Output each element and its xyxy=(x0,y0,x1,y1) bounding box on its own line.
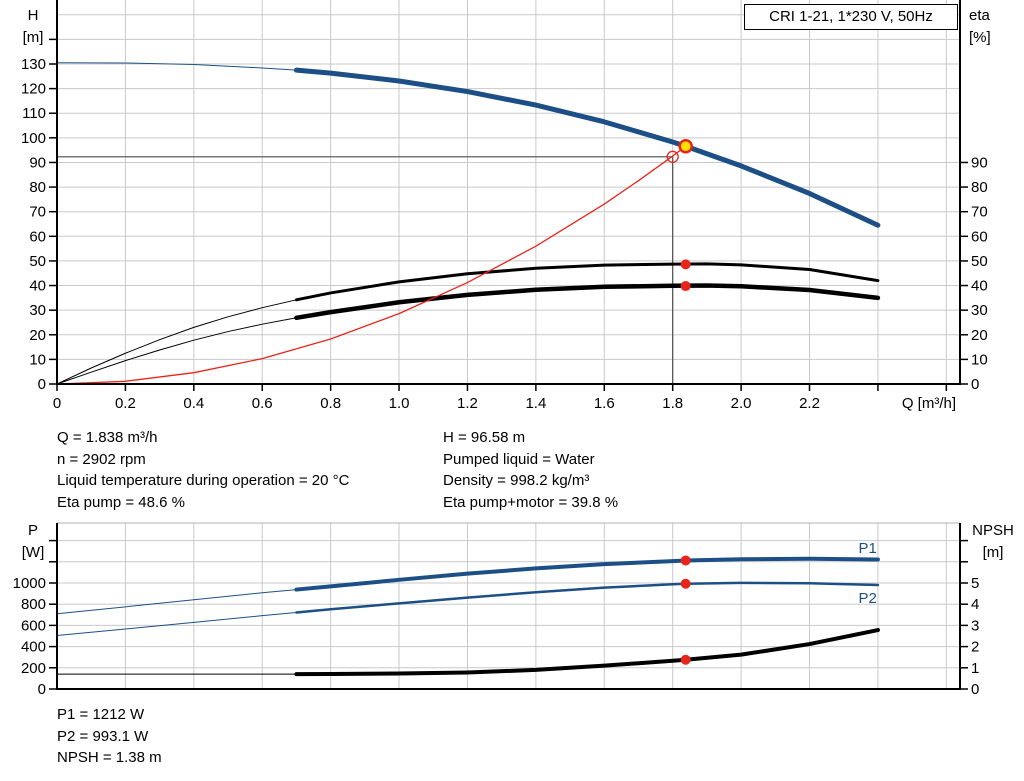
right-tick-label: 4 xyxy=(971,596,979,613)
left-tick-label: 130 xyxy=(21,56,46,73)
npsh-axis-title-line2: [m] xyxy=(982,544,1004,561)
p1-curve xyxy=(294,556,880,592)
left-tick-label: 60 xyxy=(29,228,46,245)
right-tick-label: 80 xyxy=(971,179,988,196)
info-density: Density = 998.2 kg/m³ xyxy=(443,472,590,489)
eta-pump-motor-dot xyxy=(680,281,691,292)
info-pumped-liquid: Pumped liquid = Water xyxy=(443,450,595,468)
right-tick-label: 3 xyxy=(971,617,979,634)
info-n: n = 2902 rpm xyxy=(57,450,146,468)
left-tick-label: 10 xyxy=(29,351,46,368)
x-tick-label: 2.0 xyxy=(731,395,752,412)
right-tick-label: 2 xyxy=(971,639,979,656)
x-tick-label: 0.8 xyxy=(320,395,341,412)
left-tick-label: 50 xyxy=(29,253,46,270)
npsh-axis-title: NPSH [m] xyxy=(965,520,1021,564)
info-liquid-temp: Liquid temperature during operation = 20… xyxy=(57,472,350,489)
p-axis-title-line2: [W] xyxy=(21,544,45,561)
info-p2: P2 = 993.1 W xyxy=(57,727,149,745)
right-tick-label: 50 xyxy=(971,253,988,270)
x-tick-label: 0.4 xyxy=(183,395,204,412)
info-eta-pump-motor: Eta pump+motor = 39.8 % xyxy=(443,493,619,511)
h-axis-title: H [m] xyxy=(10,5,56,49)
left-tick-label: 100 xyxy=(21,130,46,147)
h-axis-title-line2: [m] xyxy=(22,29,44,46)
x-tick-label: 0.6 xyxy=(252,395,273,412)
info-eta-pump: Eta pump = 48.6 % xyxy=(57,493,185,511)
eta-axis-title-line2: [%] xyxy=(969,29,991,46)
right-tick-label: 90 xyxy=(971,154,988,171)
right-tick-label: 60 xyxy=(971,228,988,245)
left-tick-label: 400 xyxy=(21,639,46,656)
npsh-axis-title-line1: NPSH xyxy=(972,522,1014,539)
p2-curve-dot xyxy=(680,578,691,589)
left-tick-label: 30 xyxy=(29,302,46,319)
right-tick-label: 40 xyxy=(971,278,988,295)
p-axis-title: P [W] xyxy=(10,520,56,564)
p1-curve-thin xyxy=(56,589,297,615)
operating-data-left: Q = 1.838 m³/h n = 2902 rpm Liquid tempe… xyxy=(57,427,349,513)
eta-pump-dot xyxy=(680,259,691,270)
h-axis-title-line1: H xyxy=(27,7,39,24)
left-tick-label: 70 xyxy=(29,204,46,221)
system-curve-thin xyxy=(56,145,687,385)
x-axis-unit-label: Q [m³/h] xyxy=(902,395,956,412)
left-tick-label: 120 xyxy=(21,81,46,98)
left-tick-label: 80 xyxy=(29,179,46,196)
x-tick-label: 1.4 xyxy=(525,395,546,412)
p2-curve xyxy=(295,581,880,614)
left-tick-label: 200 xyxy=(21,660,46,677)
eta-axis-title: eta [%] xyxy=(969,5,1021,49)
left-tick-label: 0 xyxy=(38,376,46,393)
x-tick-label: 0 xyxy=(53,395,61,412)
h-q-curve xyxy=(293,67,881,228)
eta-axis-title-line1: eta xyxy=(969,7,990,24)
npsh-curve-dot xyxy=(680,654,691,665)
info-q: Q = 1.838 m³/h xyxy=(57,429,158,446)
info-npsh: NPSH = 1.38 m xyxy=(57,749,162,766)
x-tick-label: 1.0 xyxy=(389,395,410,412)
right-tick-label: 0 xyxy=(971,681,979,698)
left-tick-label: 0 xyxy=(38,681,46,698)
operating-data-right: H = 96.58 m Pumped liquid = Water Densit… xyxy=(443,427,618,513)
x-tick-label: 1.6 xyxy=(594,395,615,412)
eta-pump-thin xyxy=(56,299,297,385)
info-p1: P1 = 1212 W xyxy=(57,706,145,723)
left-tick-label: 90 xyxy=(29,154,46,171)
h-q-curve-thin xyxy=(56,62,297,71)
info-h: H = 96.58 m xyxy=(443,429,526,446)
left-tick-label: 110 xyxy=(22,105,46,122)
pump-title-box: CRI 1-21, 1*230 V, 50Hz xyxy=(744,4,958,30)
left-tick-label: 600 xyxy=(21,617,46,634)
left-tick-label: 1000 xyxy=(13,575,46,592)
right-tick-label: 70 xyxy=(971,204,988,221)
eta-pump xyxy=(294,262,880,302)
x-tick-label: 1.2 xyxy=(457,395,478,412)
x-tick-label: 0.2 xyxy=(115,395,136,412)
right-tick-label: 30 xyxy=(971,302,988,319)
p1-curve-label: P1 xyxy=(858,540,876,557)
right-tick-label: 0 xyxy=(971,376,979,393)
right-tick-label: 5 xyxy=(971,575,979,592)
right-tick-label: 1 xyxy=(971,660,979,677)
left-tick-label: 800 xyxy=(21,596,46,613)
p2-curve-thin xyxy=(56,611,297,636)
requested-duty-point-marker xyxy=(666,150,679,163)
eta-pump-motor-thin xyxy=(56,317,297,385)
npsh-curve xyxy=(294,628,880,677)
eta-pump-motor xyxy=(294,283,881,321)
p2-curve-label: P2 xyxy=(858,590,876,607)
right-tick-label: 20 xyxy=(971,327,988,344)
p1-curve-dot xyxy=(680,555,691,566)
x-tick-label: 2.2 xyxy=(799,395,820,412)
power-npsh-data: P1 = 1212 W P2 = 993.1 W NPSH = 1.38 m xyxy=(57,704,162,769)
p-axis-title-line1: P xyxy=(27,522,38,539)
right-tick-label: 10 xyxy=(971,351,988,368)
left-tick-label: 20 xyxy=(29,327,46,344)
duty-point-marker[interactable] xyxy=(678,139,693,154)
x-tick-label: 1.8 xyxy=(662,395,683,412)
left-tick-label: 40 xyxy=(29,278,46,295)
